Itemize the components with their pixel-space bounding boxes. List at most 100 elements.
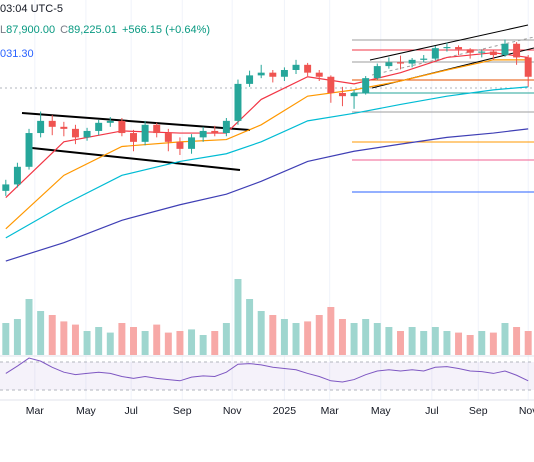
x-tick-label: Sep — [469, 405, 488, 417]
candle-body — [246, 75, 254, 84]
header-time: 03:04 UTC-5 — [0, 3, 63, 15]
volume-bar — [269, 315, 277, 355]
volume-bar — [2, 323, 10, 355]
volume-bar — [397, 331, 404, 355]
volume-bar — [501, 323, 509, 355]
trend-line — [369, 24, 529, 61]
volume-bar — [13, 319, 21, 355]
volume-bar — [60, 321, 68, 355]
candle-body — [95, 122, 103, 131]
candle-body — [315, 72, 323, 77]
volume-bar — [130, 327, 137, 355]
x-tick-label: Mar — [321, 405, 340, 417]
volume-bar — [83, 331, 91, 355]
volume-bar — [304, 321, 312, 355]
candle-body — [188, 137, 196, 149]
candle-body — [71, 128, 79, 138]
x-tick-label: Nov — [223, 405, 242, 417]
close-label: C — [60, 24, 68, 36]
volume-bar — [455, 332, 463, 355]
close-value: 89,225.01 — [68, 24, 117, 36]
candle-body — [478, 51, 486, 53]
volume-bar — [327, 307, 335, 355]
candle-body — [164, 133, 172, 142]
volume-bar — [373, 323, 381, 355]
candle-body — [327, 76, 335, 93]
candle-body — [130, 133, 137, 142]
volume-bar — [95, 327, 103, 355]
candle-body — [513, 43, 521, 58]
volume-bar — [106, 332, 114, 355]
moving-average — [5, 128, 529, 262]
low-label: L — [0, 24, 6, 36]
volume-bar — [315, 315, 323, 355]
x-tick-label: Jul — [124, 405, 137, 417]
candle-body — [292, 64, 300, 70]
x-tick-label: Sep — [173, 405, 192, 417]
volume-bar — [443, 331, 451, 355]
volume-bar — [478, 331, 486, 355]
volume-bar — [48, 315, 56, 355]
candle-body — [141, 124, 149, 142]
candle-body — [443, 47, 451, 49]
volume-bar — [338, 319, 346, 355]
trend-line — [371, 36, 534, 76]
trend-line — [31, 147, 241, 171]
candle-body — [524, 57, 532, 77]
volume-bar — [362, 319, 370, 355]
candle-body — [2, 184, 10, 191]
candle-body — [222, 120, 230, 134]
volume-bar — [292, 323, 300, 355]
candle-body — [199, 130, 207, 138]
candle-body — [338, 92, 346, 97]
candle-body — [408, 59, 416, 64]
x-tick-label: Jul — [425, 405, 438, 417]
x-tick-label: May — [76, 405, 97, 417]
header-ohlc: L87,900.00 C89,225.01 +566.15 (+0.64%) — [0, 24, 210, 36]
candle-body — [48, 120, 56, 127]
x-tick-label: May — [371, 405, 392, 417]
candle-body — [37, 120, 45, 134]
volume-bar — [118, 323, 126, 355]
volume-bar — [141, 331, 149, 355]
volume-bar — [37, 311, 45, 355]
volume-bar — [25, 299, 33, 355]
candle-body — [83, 130, 91, 138]
volume-bar — [524, 331, 532, 355]
candle-body — [455, 47, 463, 50]
volume-bar — [164, 332, 172, 355]
candle-body — [304, 64, 312, 73]
moving-average — [5, 52, 529, 199]
volume-bar — [153, 324, 161, 355]
candle-body — [106, 120, 114, 123]
x-tick-label: 2025 — [273, 405, 297, 417]
candle-body — [397, 62, 404, 64]
candle-body — [362, 78, 370, 93]
volume-bar — [176, 331, 184, 355]
trend-line — [21, 112, 251, 131]
moving-average — [5, 86, 529, 239]
volume-bar — [246, 299, 254, 355]
candle-body — [431, 48, 439, 59]
candle-body — [373, 66, 381, 79]
x-tick-label: Mar — [26, 405, 45, 417]
candle-body — [420, 58, 428, 60]
candle-body — [211, 130, 219, 134]
volume-bar — [188, 329, 196, 355]
volume-bar — [199, 335, 207, 355]
candle-body — [234, 83, 242, 121]
volume-bar — [420, 331, 428, 355]
volume-bar — [280, 319, 288, 355]
volume-bar — [222, 323, 230, 355]
candle-body — [257, 72, 265, 76]
volume-bar — [385, 327, 393, 355]
volume-bar — [71, 324, 79, 355]
x-tick-label: Nov — [519, 405, 534, 417]
volume-bar — [466, 335, 474, 355]
change-value: +566.15 (+0.64%) — [122, 24, 210, 36]
low-value: 87,900.00 — [6, 24, 55, 36]
candle-body — [118, 120, 126, 134]
volume-bar — [234, 279, 242, 355]
